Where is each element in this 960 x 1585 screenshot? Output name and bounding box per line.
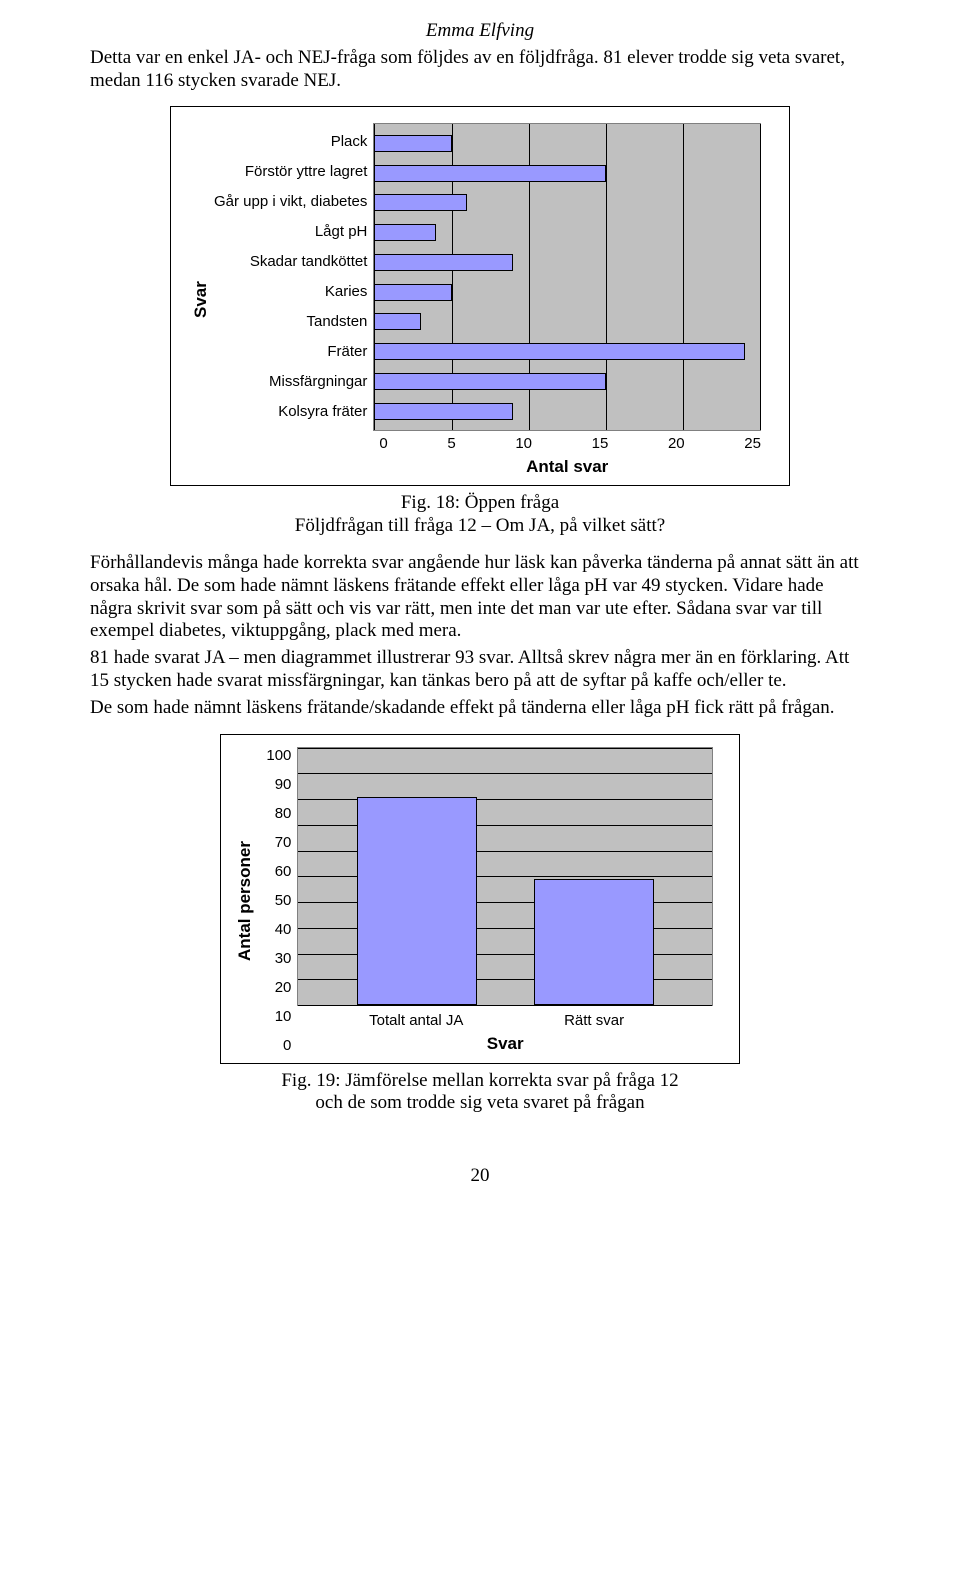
chart2-bar — [534, 879, 654, 1005]
chart2-ytick: 70 — [275, 834, 292, 852]
chart1-xtick: 20 — [668, 435, 685, 453]
chart1-category-label: Kolsyra fräter — [213, 398, 373, 426]
chart1-xaxis: 0 5 10 15 20 25 — [213, 435, 761, 453]
body-paragraph-3: De som hade nämnt läskens frätande/skada… — [90, 697, 870, 720]
chart2-caption: Fig. 19: Jämförelse mellan korrekta svar… — [90, 1070, 870, 1116]
chart1-category-label: Plack — [213, 128, 373, 156]
chart2-ytick: 50 — [275, 892, 292, 910]
chart2-ytick: 30 — [275, 950, 292, 968]
chart2-ytick: 100 — [266, 747, 291, 765]
chart1-category-label: Skadar tandköttet — [213, 248, 373, 276]
chart1-caption: Fig. 18: Öppen fråga Följdfrågan till fr… — [90, 492, 870, 538]
chart2-plot-area — [297, 747, 713, 1007]
chart1-plot-area — [373, 123, 761, 431]
chart1-xtick: 25 — [744, 435, 761, 453]
chart1-category-label: Lågt pH — [213, 218, 373, 246]
chart1-bar — [374, 194, 467, 211]
chart1-bar — [374, 224, 436, 241]
chart1-category-labels: PlackFörstör yttre lagretGår upp i vikt,… — [213, 123, 373, 431]
chart2-ytick: 80 — [275, 805, 292, 823]
chart2-ytick: 0 — [283, 1037, 291, 1055]
chart-2-frame: Antal personer 1009080706050403020100 To… — [220, 734, 740, 1064]
chart1-bar — [374, 403, 513, 420]
chart2-bar — [357, 797, 477, 1006]
chart1-xtick: 10 — [515, 435, 532, 453]
chart1-xtick: 15 — [592, 435, 609, 453]
chart2-categories: Totalt antal JA Rätt svar — [297, 1012, 713, 1030]
chart2-gridline — [298, 1005, 712, 1006]
document-page: Emma Elfving Detta var en enkel JA- och … — [0, 0, 960, 1228]
chart1-bar — [374, 343, 744, 360]
chart2-ytick: 10 — [275, 1008, 292, 1026]
chart1-xtick: 5 — [447, 435, 455, 453]
intro-paragraph: Detta var en enkel JA- och NEJ-fråga som… — [90, 47, 870, 93]
chart1-gridline — [760, 124, 761, 430]
body-paragraph-1: Förhållandevis många hade korrekta svar … — [90, 552, 870, 643]
chart1-bar — [374, 165, 605, 182]
chart2-ytick: 40 — [275, 921, 292, 939]
chart1-category-label: Tandsten — [213, 308, 373, 336]
chart2-yaxis-label: Antal personer — [233, 747, 257, 1055]
chart1-bar — [374, 373, 605, 390]
chart1-yaxis-label: Svar — [189, 123, 213, 477]
body-paragraph-2: 81 hade svarat JA – men diagrammet illus… — [90, 647, 870, 693]
chart1-bar — [374, 313, 420, 330]
chart1-category-label: Missfärgningar — [213, 368, 373, 396]
page-header-name: Emma Elfving — [90, 20, 870, 43]
chart2-xaxis-title: Svar — [297, 1034, 713, 1054]
chart2-ytick: 60 — [275, 863, 292, 881]
chart-1-frame: Svar PlackFörstör yttre lagretGår upp i … — [170, 106, 790, 486]
chart2-category-label: Rätt svar — [534, 1012, 654, 1030]
chart1-bar — [374, 254, 513, 271]
chart2-category-label: Totalt antal JA — [356, 1012, 476, 1030]
chart1-xaxis-title: Antal svar — [213, 457, 761, 477]
chart1-category-label: Går upp i vikt, diabetes — [213, 188, 373, 216]
chart2-gridline — [298, 773, 712, 774]
chart2-ytick: 90 — [275, 776, 292, 794]
chart2-ytick: 20 — [275, 979, 292, 997]
chart1-bar — [374, 135, 451, 152]
chart1-xtick: 0 — [379, 435, 387, 453]
page-number: 20 — [90, 1165, 870, 1188]
chart1-bar — [374, 284, 451, 301]
chart2-yticks: 1009080706050403020100 — [257, 747, 297, 1055]
chart1-category-label: Karies — [213, 278, 373, 306]
chart1-category-label: Fräter — [213, 338, 373, 366]
chart1-category-label: Förstör yttre lagret — [213, 158, 373, 186]
chart2-gridline — [298, 748, 712, 749]
